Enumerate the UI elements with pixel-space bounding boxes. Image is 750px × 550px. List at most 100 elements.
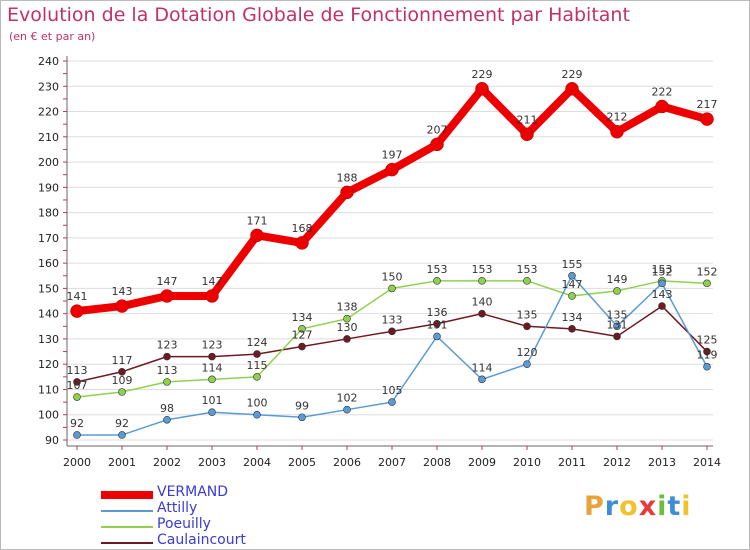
data-point-vermand	[385, 162, 399, 177]
legend-label: VERMAND	[157, 484, 229, 500]
data-label: 127	[292, 329, 313, 342]
legend-label: Caulaincourt	[157, 532, 246, 548]
data-label: 168	[292, 222, 313, 235]
data-point-poeuilly	[253, 373, 261, 381]
y-tick-label: 130	[38, 333, 59, 346]
data-label: 131	[427, 318, 448, 331]
data-label: 105	[382, 384, 403, 397]
x-tick-label: 2012	[603, 456, 631, 469]
line-chart: 9010011012013014015016017018019020021022…	[38, 55, 721, 469]
y-tick-label: 90	[45, 434, 59, 447]
data-label: 100	[247, 397, 268, 410]
data-label: 115	[247, 359, 268, 372]
x-tick-label: 2009	[468, 456, 496, 469]
data-point-caulaincourt	[118, 367, 126, 376]
y-tick-label: 120	[38, 358, 59, 371]
data-label: 92	[70, 417, 84, 430]
data-label: 130	[337, 321, 358, 334]
data-point-poeuilly	[343, 314, 351, 323]
data-point-vermand	[205, 289, 219, 303]
data-label: 143	[112, 285, 133, 298]
data-point-poeuilly	[118, 388, 126, 396]
logo-letter: x	[638, 491, 658, 522]
legend-swatch	[101, 510, 153, 512]
x-tick-label: 2008	[423, 456, 451, 469]
x-tick-label: 2014	[693, 456, 721, 469]
x-tick-label: 2011	[558, 456, 586, 469]
data-label: 147	[562, 278, 583, 291]
chart-title: Evolution de la Dotation Globale de Fonc…	[7, 4, 630, 26]
data-label: 207	[427, 123, 448, 136]
data-point-vermand	[340, 185, 354, 200]
data-point-caulaincourt	[613, 332, 621, 341]
data-label: 149	[607, 273, 628, 286]
legend-swatch	[101, 526, 153, 528]
data-label: 123	[157, 339, 178, 352]
data-label: 152	[697, 265, 718, 278]
data-point-vermand	[520, 127, 534, 142]
data-point-vermand	[700, 112, 714, 126]
chart-subtitle: (en € et par an)	[9, 30, 96, 43]
data-label: 136	[427, 306, 448, 319]
y-tick-label: 160	[38, 257, 59, 270]
data-point-attilly	[388, 398, 396, 406]
data-point-vermand	[610, 124, 624, 139]
data-point-attilly	[568, 271, 576, 280]
data-label: 153	[472, 263, 493, 276]
data-point-caulaincourt	[523, 322, 531, 331]
y-tick-label: 230	[38, 80, 59, 93]
data-point-caulaincourt	[253, 350, 261, 358]
data-label: 119	[697, 349, 718, 362]
x-tick-label: 2002	[153, 456, 181, 469]
data-point-attilly	[613, 322, 621, 331]
data-label: 133	[382, 313, 403, 326]
data-label: 113	[67, 364, 88, 377]
data-point-attilly	[253, 410, 261, 419]
data-label: 188	[337, 171, 358, 184]
data-label: 140	[472, 296, 493, 309]
data-label: 152	[652, 265, 673, 278]
data-point-attilly	[658, 279, 666, 288]
data-label: 92	[115, 417, 129, 430]
data-point-poeuilly	[523, 277, 531, 285]
data-label: 147	[202, 275, 223, 288]
data-point-vermand	[160, 289, 174, 303]
data-label: 109	[112, 374, 133, 387]
data-label: 131	[607, 318, 628, 331]
data-label: 123	[202, 339, 223, 352]
legend-label: Poeuilly	[157, 516, 211, 532]
y-tick-label: 190	[38, 181, 59, 194]
logo-letter: t	[667, 491, 682, 522]
data-point-attilly	[523, 360, 531, 369]
data-point-caulaincourt	[298, 342, 306, 351]
data-label: 107	[67, 379, 88, 392]
data-label: 171	[247, 214, 268, 227]
data-label: 153	[652, 263, 673, 276]
data-point-attilly	[208, 408, 216, 417]
y-tick-label: 210	[38, 131, 59, 144]
data-label: 222	[652, 85, 673, 98]
data-point-attilly	[163, 415, 171, 424]
data-label: 212	[607, 111, 628, 124]
data-label: 117	[112, 354, 133, 367]
data-label: 143	[652, 288, 673, 301]
y-tick-label: 220	[38, 106, 59, 119]
data-point-attilly	[433, 332, 441, 341]
data-point-caulaincourt	[703, 347, 711, 356]
x-tick-label: 2004	[243, 456, 271, 469]
data-point-poeuilly	[433, 277, 441, 285]
y-tick-label: 150	[38, 282, 59, 295]
data-point-poeuilly	[478, 277, 486, 285]
data-point-attilly	[298, 413, 306, 422]
data-point-vermand	[295, 236, 309, 250]
y-tick-label: 140	[38, 308, 59, 321]
x-tick-label: 2010	[513, 456, 541, 469]
data-point-poeuilly	[568, 292, 576, 300]
logo-letter: P	[584, 491, 605, 522]
data-label: 229	[562, 68, 583, 81]
grid-lines	[67, 60, 713, 441]
y-tick-label: 240	[38, 55, 59, 68]
y-tick-label: 170	[38, 232, 59, 245]
data-label: 98	[160, 402, 174, 415]
